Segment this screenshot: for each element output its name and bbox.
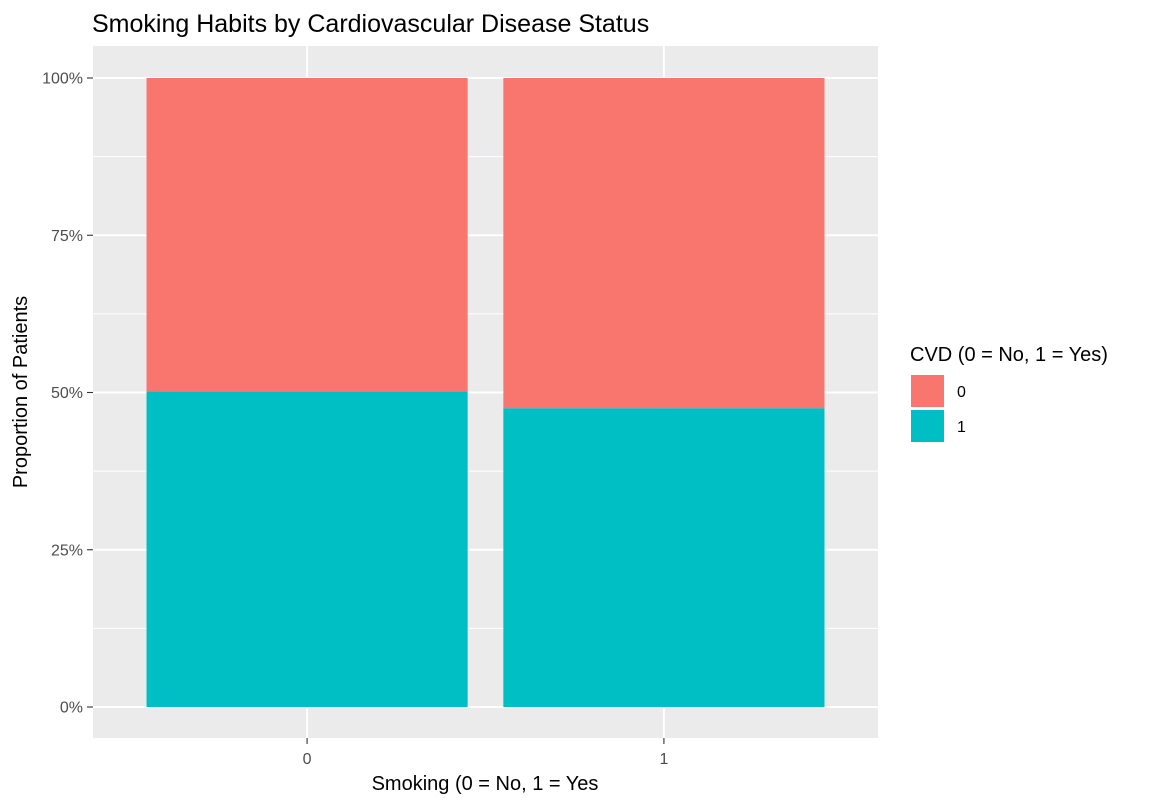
x-axis-title: Smoking (0 = No, 1 = Yes xyxy=(372,773,599,795)
x-tick-label: 1 xyxy=(659,751,668,768)
bar-segment-cat-1-cvd-0 xyxy=(503,78,825,409)
legend-items: 01 xyxy=(911,375,966,442)
y-tick-label: 25% xyxy=(51,542,83,559)
legend-title: CVD (0 = No, 1 = Yes) xyxy=(910,344,1108,366)
y-tick-label: 100% xyxy=(42,71,83,88)
x-tick-label: 0 xyxy=(303,751,312,768)
bar-segment-cat-1-cvd-1 xyxy=(503,408,825,707)
legend-label-1: 1 xyxy=(957,419,966,436)
chart-title: Smoking Habits by Cardiovascular Disease… xyxy=(92,10,649,38)
legend-key-0 xyxy=(911,375,944,407)
legend: CVD (0 = No, 1 = Yes) 01 xyxy=(910,344,1108,442)
bar-segment-cat-0-cvd-1 xyxy=(146,391,468,707)
y-axis-title: Proportion of Patients xyxy=(10,296,32,488)
legend-label-0: 0 xyxy=(957,384,966,401)
y-tick-label: 0% xyxy=(60,700,83,717)
bar-segment-cat-0-cvd-0 xyxy=(146,78,468,392)
y-tick-label: 75% xyxy=(51,228,83,245)
legend-key-1 xyxy=(911,410,944,442)
y-tick-label: 50% xyxy=(51,385,83,402)
bars xyxy=(146,78,825,707)
y-axis-ticks: 0% 25% 50% 75% 100% xyxy=(42,71,93,717)
